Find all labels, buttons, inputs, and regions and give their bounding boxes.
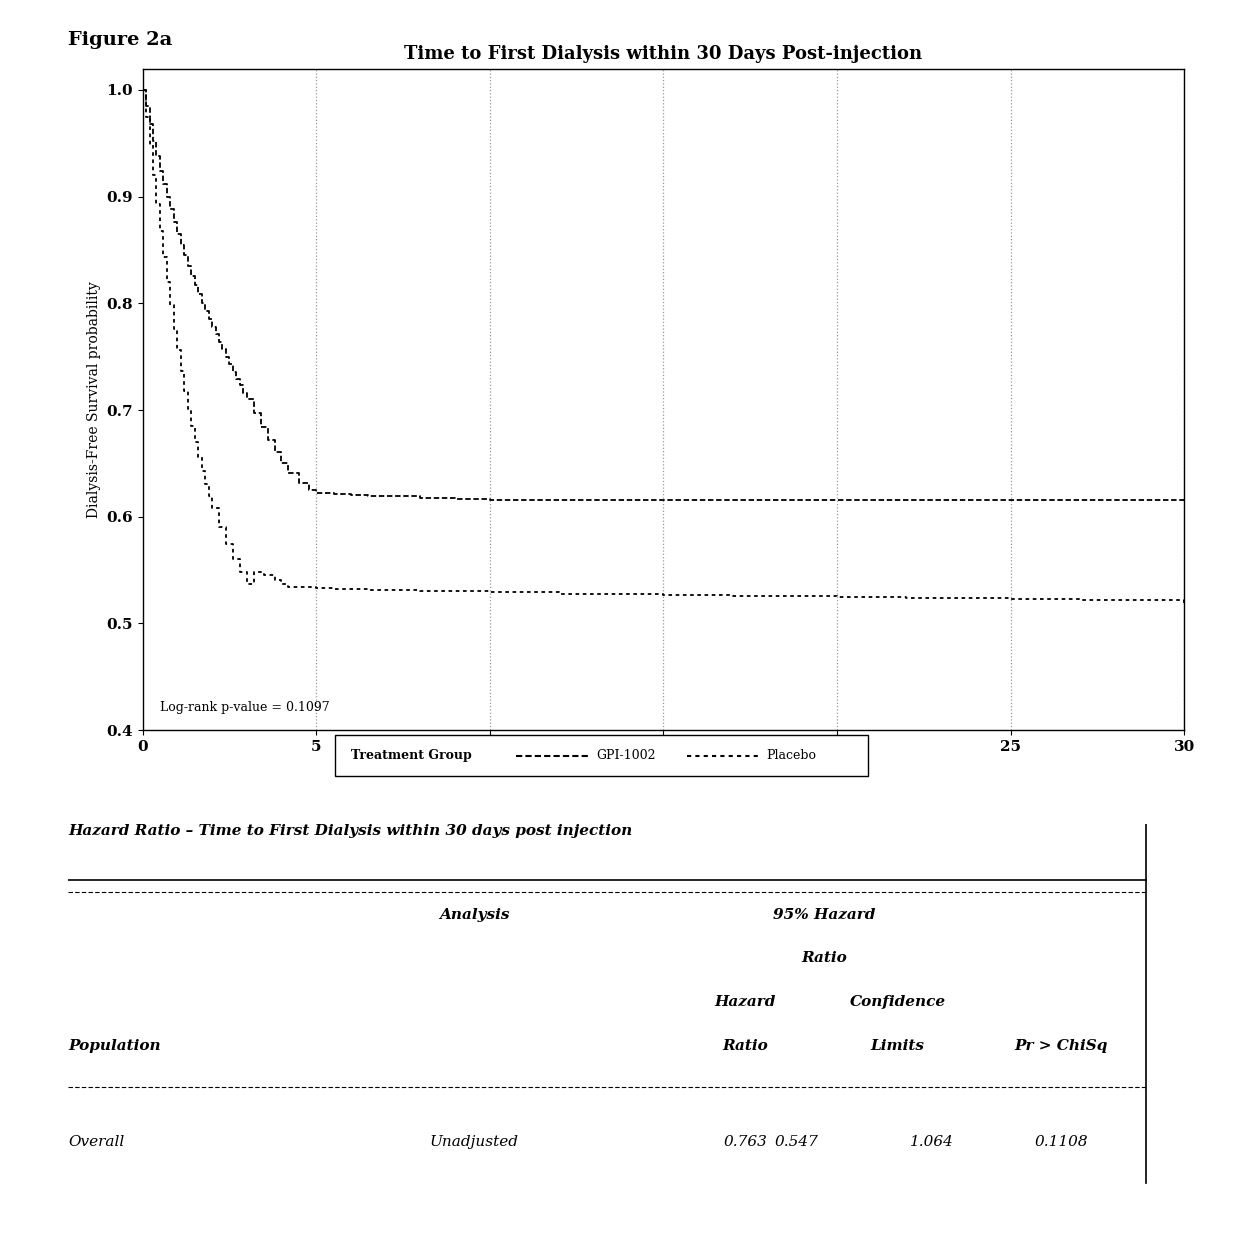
FancyBboxPatch shape xyxy=(335,735,868,776)
Text: Confidence: Confidence xyxy=(849,996,946,1010)
Text: Unadjusted: Unadjusted xyxy=(430,1136,518,1149)
Text: Figure 2a: Figure 2a xyxy=(68,31,172,49)
Y-axis label: Dialysis-Free Survival probability: Dialysis-Free Survival probability xyxy=(87,281,100,518)
Text: Hazard: Hazard xyxy=(714,996,776,1010)
Text: 1.064: 1.064 xyxy=(909,1136,954,1149)
Text: Ratio: Ratio xyxy=(723,1040,768,1053)
Text: Overall: Overall xyxy=(68,1136,124,1149)
Title: Time to First Dialysis within 30 Days Post-injection: Time to First Dialysis within 30 Days Po… xyxy=(404,45,923,62)
Text: Population: Population xyxy=(68,1040,161,1053)
Text: Ratio: Ratio xyxy=(801,951,847,966)
Text: 0.547: 0.547 xyxy=(774,1136,818,1149)
Text: Log-rank p-value = 0.1097: Log-rank p-value = 0.1097 xyxy=(160,701,330,714)
Text: Hazard Ratio – Time to First Dialysis within 30 days post injection: Hazard Ratio – Time to First Dialysis wi… xyxy=(68,824,632,837)
Text: Pr > ChiSq: Pr > ChiSq xyxy=(1014,1040,1107,1053)
Text: GPI-1002: GPI-1002 xyxy=(596,749,656,763)
Text: Treatment Group: Treatment Group xyxy=(351,749,471,763)
Text: Analysis: Analysis xyxy=(439,907,510,921)
Text: 0.1108: 0.1108 xyxy=(1034,1136,1087,1149)
Text: 0.763: 0.763 xyxy=(723,1136,768,1149)
Text: Placebo: Placebo xyxy=(766,749,817,763)
Text: Limits: Limits xyxy=(870,1040,925,1053)
Text: 95% Hazard: 95% Hazard xyxy=(773,907,875,921)
